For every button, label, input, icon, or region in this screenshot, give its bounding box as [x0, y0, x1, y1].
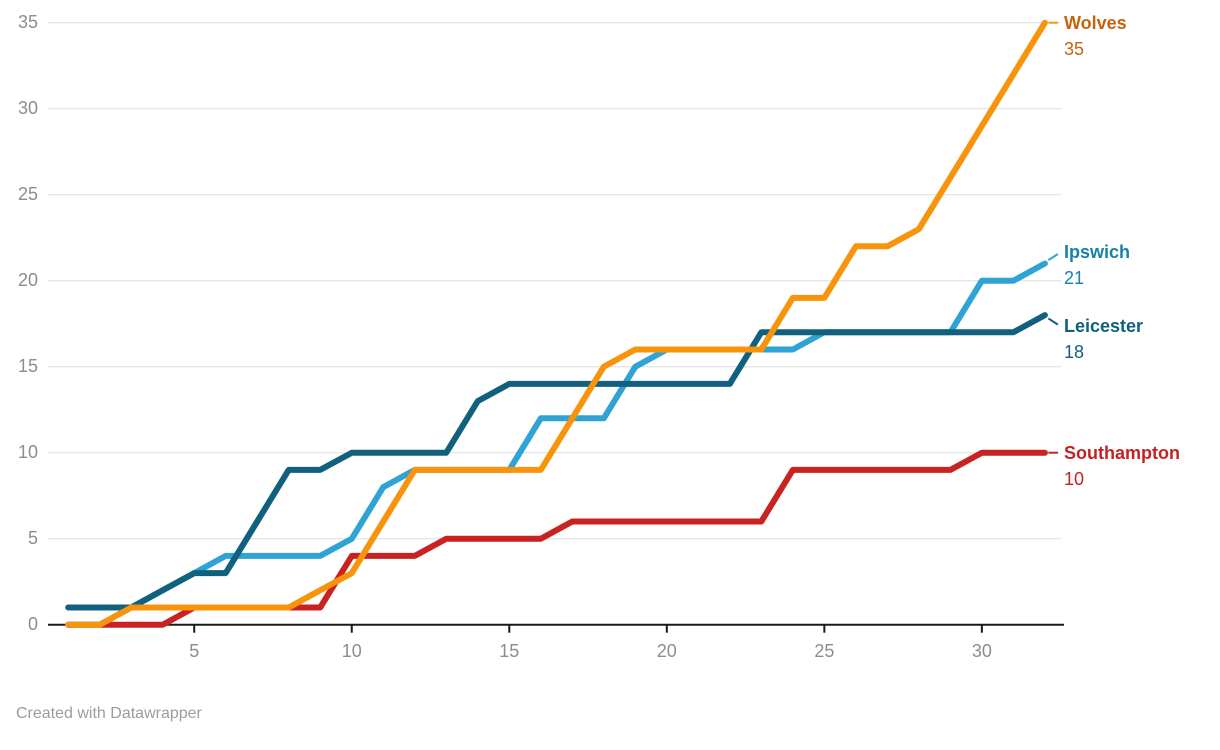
y-axis-label-5: 5: [27, 527, 38, 548]
x-axis-label-15: 15: [499, 641, 520, 661]
x-axis-label-30: 30: [971, 641, 992, 661]
series-label-ipswich: Ipswich 21: [1064, 239, 1130, 291]
datawrapper-credit: Created with Datawrapper: [16, 705, 202, 722]
y-axis-label-0: 0: [27, 613, 38, 634]
series-label-name: Leicester: [1064, 316, 1144, 337]
series-label-wolves: Wolves 35: [1064, 10, 1127, 62]
series-label-value: 35: [1064, 38, 1085, 59]
series-label-name: Southampton: [1064, 442, 1180, 463]
x-axis-label-20: 20: [656, 641, 677, 661]
label-connector-leicester: [1047, 317, 1059, 326]
x-axis-label-10: 10: [341, 641, 362, 661]
y-axis-label-25: 25: [17, 183, 38, 204]
series-line-wolves: [65, 19, 1048, 628]
series-label-leicester: Leicester 18: [1064, 313, 1143, 365]
x-axis-label-5: 5: [189, 641, 200, 661]
y-axis-label-20: 20: [17, 269, 38, 290]
y-axis-label-35: 35: [17, 11, 38, 32]
series-label-name: Wolves: [1064, 12, 1127, 33]
y-axis-label-10: 10: [17, 441, 38, 462]
series-label-southampton: Southampton 10: [1064, 440, 1180, 492]
series-line-leicester: [65, 312, 1048, 611]
x-axis-label-25: 25: [814, 641, 835, 661]
y-axis-label-30: 30: [17, 97, 38, 118]
series-label-value: 21: [1064, 268, 1085, 289]
series-label-value: 10: [1064, 468, 1085, 489]
series-label-value: 18: [1064, 342, 1085, 363]
y-axis-label-15: 15: [17, 355, 38, 376]
series-label-name: Ipswich: [1064, 242, 1131, 263]
label-connector-ipswich: [1047, 253, 1059, 261]
